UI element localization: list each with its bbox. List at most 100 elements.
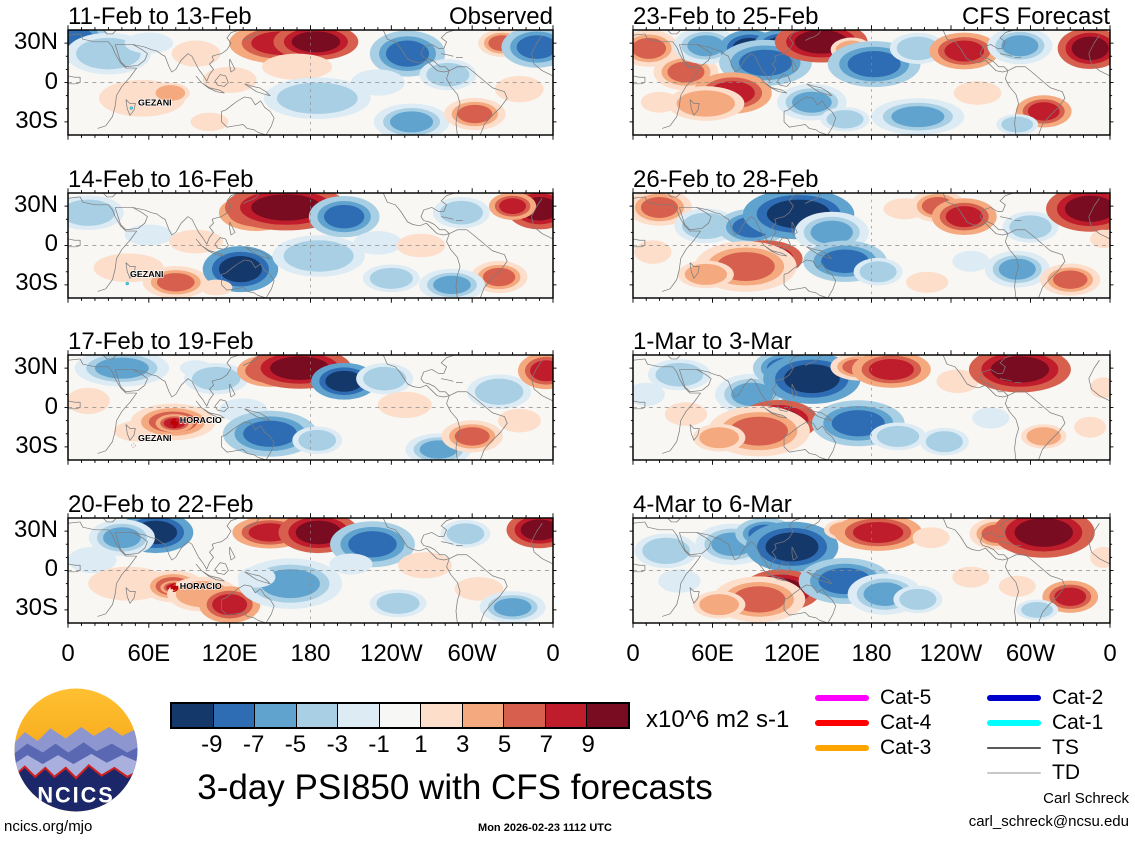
logo-base <box>14 765 138 812</box>
footer-website: ncics.org/mjo <box>4 818 93 835</box>
colorbar-tick-label: -3 <box>326 731 348 758</box>
colorbar-segment <box>212 704 255 727</box>
anomaly-field <box>68 192 553 298</box>
legend-line <box>987 746 1041 750</box>
anomaly-field <box>68 30 553 135</box>
logo-ridge-line <box>14 763 138 780</box>
y-tick-label: 0 <box>44 67 58 95</box>
coastlines <box>68 192 553 298</box>
colorbar-tick-label: 7 <box>539 731 554 758</box>
y-tick-label: 30S <box>15 106 58 134</box>
x-tick-label: 120E <box>763 640 821 667</box>
map-border <box>67 191 554 299</box>
map-border <box>67 29 554 136</box>
footer-credit-name: Carl Schreck <box>1043 790 1129 807</box>
cyclone-icon <box>172 585 179 592</box>
y-tick-label: 30N <box>13 353 58 381</box>
cyclone-icon <box>170 582 177 589</box>
map-canvas <box>629 350 1114 465</box>
column-label: CFS Forecast <box>961 3 1110 30</box>
legend-label: TS <box>1052 736 1079 759</box>
legend-label: Cat-1 <box>1052 711 1104 734</box>
panel-title: 14-Feb to 16-Feb <box>68 165 254 193</box>
legend-item: TD <box>987 761 1080 784</box>
storm-label: GEZANI <box>130 269 164 279</box>
colorbar <box>170 702 630 729</box>
colorbar-segment <box>254 704 296 727</box>
colorbar-units: x10^6 m2 s-1 <box>646 706 790 733</box>
legend-line <box>815 745 869 751</box>
colorbar-labels: -9 -7 -5 -3 -1 1 3 5 7 9 <box>170 731 630 759</box>
map-canvas <box>629 25 1114 140</box>
legend-item: TS <box>987 736 1079 759</box>
panel-header: 17-Feb to 19-Feb <box>68 328 553 354</box>
cyclone-icon <box>171 420 177 426</box>
panel-header: 20-Feb to 22-Feb <box>68 491 553 517</box>
anomaly-field <box>633 192 1110 296</box>
coastlines <box>68 517 553 623</box>
colorbar-tick-label: -5 <box>284 731 307 758</box>
panel-title: 11-Feb to 13-Feb <box>68 3 252 30</box>
map-panel: 23-Feb to 25-Feb CFS Forecast <box>629 3 1114 140</box>
y-tick-label: 0 <box>44 555 58 582</box>
colorbar-tick-label: -7 <box>242 731 265 758</box>
cyclone-icon <box>170 418 177 426</box>
map-canvas <box>629 512 1114 628</box>
legend-item: Cat-3 <box>815 736 931 759</box>
panel-header: 4-Mar to 6-Mar <box>633 491 1110 517</box>
coastlines <box>633 30 1110 135</box>
legend-line <box>987 695 1041 701</box>
colorbar-segment <box>461 704 504 727</box>
x-tick-label: 0 <box>626 640 640 667</box>
map-canvas: HORACIO GEZANI <box>64 350 557 465</box>
legend-label: Cat-4 <box>880 711 932 734</box>
panel-title: 23-Feb to 25-Feb <box>633 3 819 30</box>
x-tick-label: 120W <box>919 640 983 667</box>
colorbar-tick-label: 3 <box>456 731 470 758</box>
legend-line <box>987 720 1041 726</box>
colorbar-tick-label: 9 <box>581 731 595 758</box>
storm-dot-icon <box>129 106 134 110</box>
map-panel: 4-Mar to 6-Mar <box>629 491 1114 628</box>
footer-timestamp: Mon 2026-02-23 1112 UTC <box>478 822 612 834</box>
storm-track-icon <box>131 443 136 448</box>
y-tick-label: 30S <box>15 431 58 459</box>
figure-title: 3-day PSI850 with CFS forecasts <box>197 768 713 807</box>
colorbar-tick-label: 5 <box>497 731 512 758</box>
x-axis-labels: 0 60E 120E 180 120W 60W 0 <box>61 637 559 667</box>
storm-category-legend: Cat-5 Cat-4 Cat-3 Cat-2 Cat-1 TS TD <box>815 686 1135 792</box>
storm-label: HORACIO <box>180 415 222 425</box>
map-panel: 11-Feb to 13-Feb Observed GEZANI <box>64 3 557 140</box>
colorbar-segment <box>586 704 629 727</box>
map-panel: 1-Mar to 3-Mar <box>629 328 1114 465</box>
colorbar-segment <box>420 704 462 727</box>
legend-line <box>815 720 869 726</box>
x-tick-label: 120E <box>201 640 258 667</box>
map-border <box>632 29 1111 136</box>
x-tick-label: 60E <box>691 640 734 667</box>
coastlines <box>68 30 553 135</box>
legend-label: TD <box>1052 761 1080 784</box>
cyclone-icon <box>171 584 177 590</box>
y-tick-label: 30N <box>13 515 58 543</box>
legend-label: Cat-5 <box>880 686 932 709</box>
storm-label: GEZANI <box>138 98 172 108</box>
legend-item: Cat-5 <box>815 686 932 709</box>
coastlines <box>68 355 553 460</box>
colorbar-segment <box>172 704 213 727</box>
map-border <box>67 354 554 461</box>
colorbar-tick-label: 1 <box>414 731 428 758</box>
y-tick-label: 0 <box>44 392 58 420</box>
colorbar-segment <box>337 704 379 727</box>
panel-header: 1-Mar to 3-Mar <box>633 328 1110 354</box>
y-tick-label: 30N <box>13 190 58 218</box>
panel-title: 4-Mar to 6-Mar <box>633 490 792 518</box>
x-tick-label: 60E <box>127 640 171 667</box>
x-tick-label: 60W <box>1005 640 1056 667</box>
panel-header: 14-Feb to 16-Feb <box>68 166 553 192</box>
map-canvas: HORACIO <box>64 512 557 628</box>
map-canvas: GEZANI <box>64 187 557 303</box>
y-tick-label: 30S <box>15 269 58 297</box>
map-panel: 20-Feb to 22-Feb HORACIO <box>64 491 557 628</box>
x-tick-label: 0 <box>1103 640 1117 667</box>
